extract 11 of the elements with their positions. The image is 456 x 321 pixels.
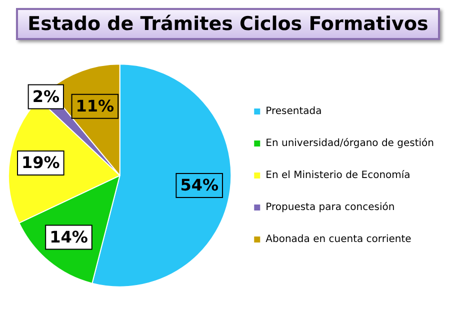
- legend-label: En el Ministerio de Economía: [266, 170, 410, 182]
- legend-label: En universidad/órgano de gestión: [266, 138, 434, 150]
- legend-label: Abonada en cuenta corriente: [266, 234, 412, 246]
- data-label: 14%: [50, 227, 88, 246]
- legend-label: Propuesta para concesión: [266, 202, 395, 214]
- data-label: 2%: [32, 86, 60, 106]
- legend-label: Presentada: [266, 106, 322, 118]
- data-label: 54%: [180, 176, 218, 195]
- chart-title: Estado de Trámites Ciclos Formativos: [16, 8, 440, 40]
- data-label: 19%: [22, 153, 60, 172]
- data-label: 11%: [76, 96, 114, 116]
